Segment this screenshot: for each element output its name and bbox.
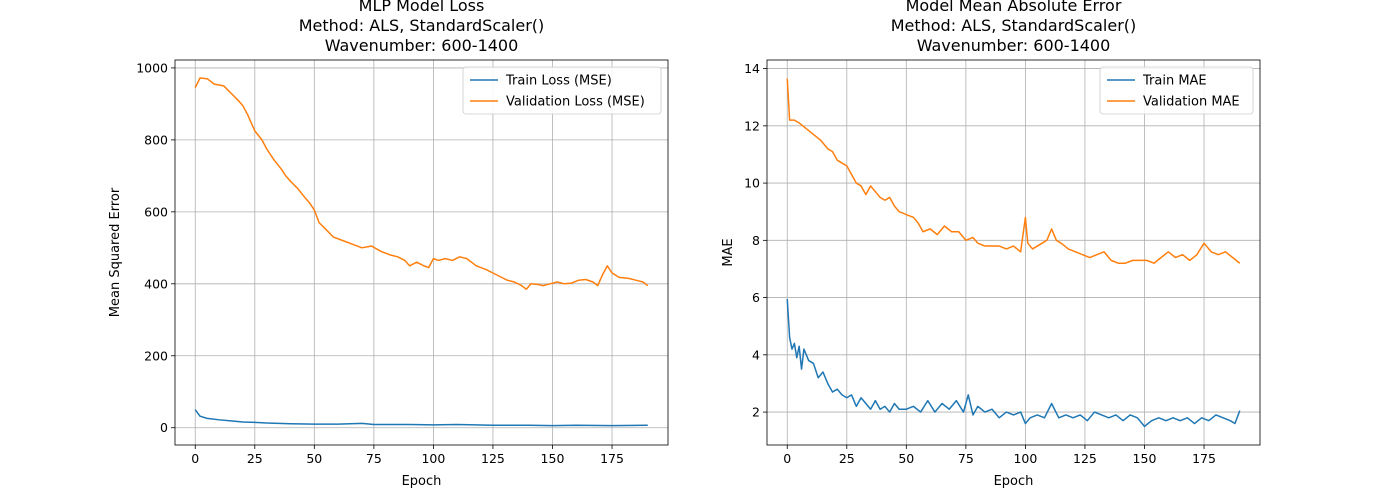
legend-label-train: Train Loss (MSE) [505,74,612,89]
chart-title-line-3: Wavenumber: 600-1400 [325,36,519,55]
y-tick-label-1: 200 [144,348,168,363]
legend-box [462,66,662,115]
legend-box [1099,66,1254,115]
y-axis-label: MAE [721,238,736,266]
y-tick-label-2: 6 [752,290,760,305]
x-tick-label-1: 25 [839,451,855,466]
x-axis-label: Epoch [994,474,1034,489]
y-tick-label-0: 2 [752,405,760,420]
x-tick-label-1: 25 [247,451,263,466]
x-tick-label-6: 150 [541,451,565,466]
y-tick-label-4: 10 [744,176,760,191]
y-tick-label-3: 600 [144,204,168,219]
x-tick-label-4: 100 [421,451,445,466]
x-tick-label-7: 175 [600,451,624,466]
plot-frame [174,59,669,446]
y-tick-label-3: 8 [752,233,760,248]
y-tick-label-6: 14 [744,61,760,76]
y-tick-label-5: 1000 [136,60,168,75]
series-line-train [194,409,648,427]
y-axis-label: Mean Squared Error [108,187,123,317]
x-tick-label-0: 0 [783,451,791,466]
x-tick-label-3: 75 [366,451,382,466]
x-tick-label-4: 100 [1013,451,1037,466]
x-tick-label-6: 150 [1133,451,1157,466]
chart-title-line-2: Method: ALS, StandardScaler() [891,16,1137,35]
chart-panel-2: 0 25 50 75 100 125 150 175 2 4 6 8 10 12 14 Epoch MAE Mod… [721,0,1261,489]
legend: Train Loss (MSE) Validation Loss (MSE) [462,66,662,115]
plot-frame [766,59,1261,446]
legend-label-train: Train MAE [1142,74,1207,89]
x-tick-label-3: 75 [958,451,974,466]
legend: Train MAE Validation MAE [1099,66,1254,115]
x-tick-label-5: 125 [1073,451,1097,466]
series-line-train [786,298,1241,428]
x-tick-label-2: 50 [306,451,322,466]
y-tick-label-4: 800 [144,132,168,147]
series-line-validation [786,78,1241,264]
series-line-validation [194,77,649,290]
x-axis-label: Epoch [402,474,442,489]
y-tick-label-1: 4 [752,347,760,362]
x-tick-label-5: 125 [481,451,505,466]
chart-title-line-3: Wavenumber: 600-1400 [917,36,1111,55]
chart-title-line-2: Method: ALS, StandardScaler() [299,16,545,35]
y-tick-label-2: 400 [144,276,168,291]
x-tick-label-0: 0 [191,451,199,466]
chart-title-line-1: Model Mean Absolute Error [906,0,1122,15]
y-tick-label-5: 12 [744,118,760,133]
legend-label-validation: Validation MAE [1143,95,1240,110]
chart-title-line-1: MLP Model Loss [359,0,485,15]
x-tick-label-2: 50 [898,451,914,466]
legend-label-validation: Validation Loss (MSE) [506,95,645,110]
y-tick-label-0: 0 [160,420,168,435]
chart-panel-1: 0 25 50 75 100 125 150 175 0 200 400 600 800 1000 Epoc… [108,0,669,489]
x-tick-label-7: 175 [1192,451,1216,466]
